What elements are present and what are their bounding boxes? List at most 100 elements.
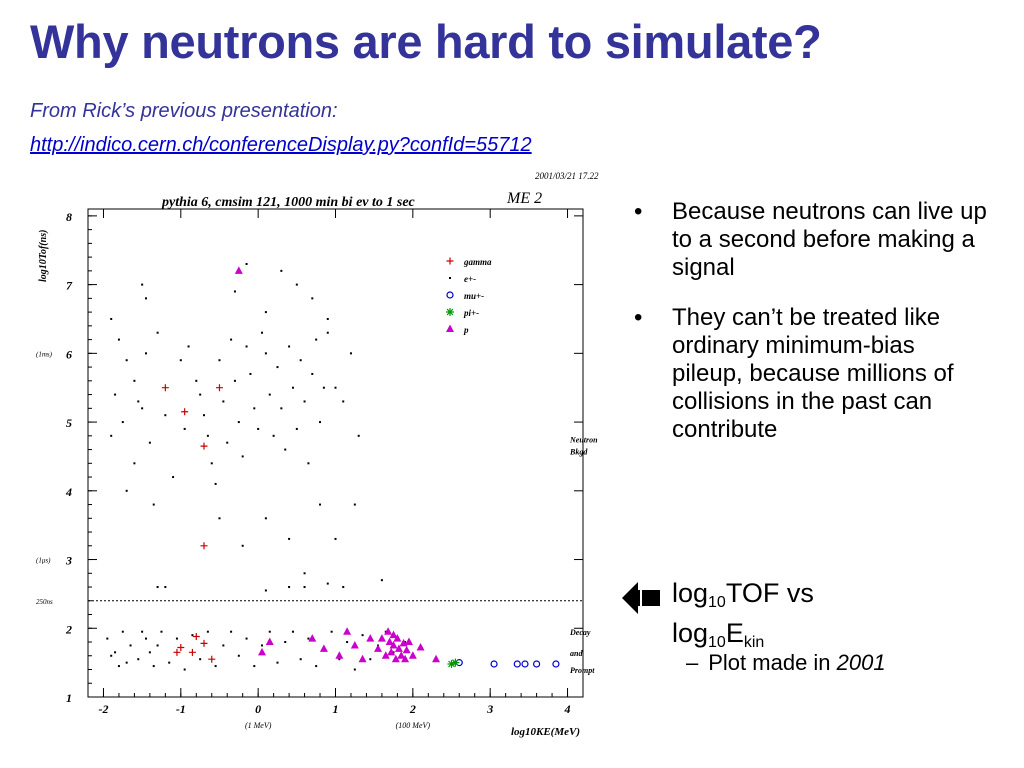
data-point-p [350, 640, 359, 649]
data-point-e [145, 352, 148, 355]
data-point-e [361, 634, 364, 637]
legend-marker [446, 291, 454, 299]
data-point-e [156, 644, 159, 647]
data-point-e [299, 359, 302, 362]
data-point-e [307, 637, 310, 640]
data-point-e [141, 630, 144, 633]
x-axis-label: log10KE(MeV) [511, 726, 580, 738]
data-point-e [237, 654, 240, 657]
bullet-text: They can’t be treated like ordinary mini… [672, 304, 954, 443]
sub-bullet-plot-year: – Plot made in 2001 [686, 650, 886, 676]
data-point-e [156, 331, 159, 334]
data-point-p [393, 634, 402, 642]
legend-label: gamma [463, 257, 492, 267]
x-tick-label: 3 [486, 702, 493, 716]
data-point-e [380, 579, 383, 582]
data-point-e [311, 297, 314, 300]
data-point-e [148, 651, 151, 654]
data-point-p [343, 627, 352, 635]
data-point-p [308, 634, 317, 642]
data-point-e [326, 582, 329, 585]
presentation-link[interactable]: http://indico.cern.ch/conferenceDisplay.… [30, 134, 532, 156]
data-point-gamma [161, 384, 169, 392]
data-point-e [183, 427, 186, 430]
data-point-e [261, 644, 264, 647]
data-point-p [408, 651, 417, 659]
data-point-p [381, 651, 390, 659]
data-point-e [168, 661, 171, 664]
data-point-gamma [181, 408, 189, 416]
x-tick-label: -1 [176, 702, 186, 716]
data-point-e [295, 283, 298, 286]
data-point-e [241, 544, 244, 547]
data-point-p [377, 634, 386, 642]
legend-label: pi+- [463, 308, 479, 318]
data-point-e [334, 386, 337, 389]
data-point-gamma [177, 644, 185, 652]
data-point-e [257, 427, 260, 430]
data-point-e [303, 572, 306, 575]
data-point-e [218, 359, 221, 362]
data-point-pi [451, 658, 460, 667]
data-point-p [391, 654, 400, 663]
log-line-2: log10Ekin [672, 618, 765, 651]
data-point-e [342, 400, 345, 403]
data-point-e [288, 345, 291, 348]
y-tick-label: 1 [66, 691, 72, 705]
data-point-p [389, 630, 398, 639]
data-point-e [319, 421, 322, 424]
data-point-e [237, 421, 240, 424]
data-point-e [137, 658, 140, 661]
y-annotation: 250ns [36, 598, 53, 606]
data-point-e [226, 441, 229, 444]
data-point-mu [513, 660, 521, 668]
data-point-e [141, 407, 144, 410]
data-point-e [276, 661, 279, 664]
data-point-e [342, 586, 345, 589]
data-point-mu [521, 660, 529, 668]
x-tick-label: -2 [98, 702, 108, 716]
data-point-e [121, 421, 124, 424]
data-point-e [322, 386, 325, 389]
data-point-e [160, 630, 163, 633]
y-tick-label: 2 [65, 622, 72, 636]
log-line-1: log10TOF vs [672, 578, 814, 611]
data-point-e [299, 658, 302, 661]
data-point-p [402, 645, 411, 654]
data-point-e [121, 630, 124, 633]
data-point-e [284, 641, 287, 644]
data-point-gamma [192, 633, 200, 641]
dash-marker: – [686, 650, 699, 675]
chart-title: pythia 6, cmsim 121, 1000 min bi ev to 1… [161, 195, 416, 210]
data-point-e [230, 630, 233, 633]
data-point-e [357, 434, 360, 437]
data-point-p [397, 651, 406, 659]
data-point-e [241, 455, 244, 458]
data-point-gamma [188, 648, 196, 656]
data-point-pi [447, 660, 456, 669]
data-point-gamma [200, 639, 208, 647]
data-point-e [125, 359, 128, 362]
data-point-p [234, 266, 243, 274]
x-tick-label: 1 [333, 702, 339, 716]
data-point-e [156, 586, 159, 589]
data-point-e [315, 338, 318, 341]
chart-corner-label: ME 2 [506, 190, 542, 207]
data-point-e [214, 482, 217, 485]
data-point-e [230, 338, 233, 341]
data-point-e [245, 637, 248, 640]
data-point-e [261, 331, 264, 334]
right-annotation: Neutron [569, 436, 598, 445]
data-point-mu [552, 660, 560, 668]
data-point-e [346, 641, 349, 644]
data-point-e [172, 476, 175, 479]
legend-marker [446, 308, 454, 316]
data-point-p [416, 643, 425, 651]
data-point-e [114, 393, 117, 396]
data-point-e [253, 665, 256, 668]
y-tick-label: 5 [66, 416, 72, 430]
data-point-e [319, 503, 322, 506]
data-point-e [164, 586, 167, 589]
data-point-e [353, 668, 356, 671]
data-point-e [353, 503, 356, 506]
